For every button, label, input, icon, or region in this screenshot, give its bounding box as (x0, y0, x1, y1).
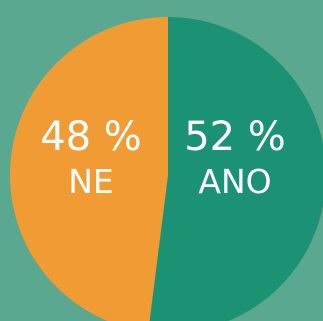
pie-slice-ano (149, 17, 323, 321)
slice-ano-percent: 52 % (184, 114, 286, 160)
pie-slice-ne (10, 17, 168, 321)
slice-ano-label: ANO (198, 162, 271, 201)
slice-ne-label: NE (68, 162, 114, 201)
slice-ne-percent: 48 % (40, 114, 142, 160)
pie-slices (10, 17, 323, 321)
pie-labels: 52 % ANO 48 % NE (40, 114, 286, 201)
